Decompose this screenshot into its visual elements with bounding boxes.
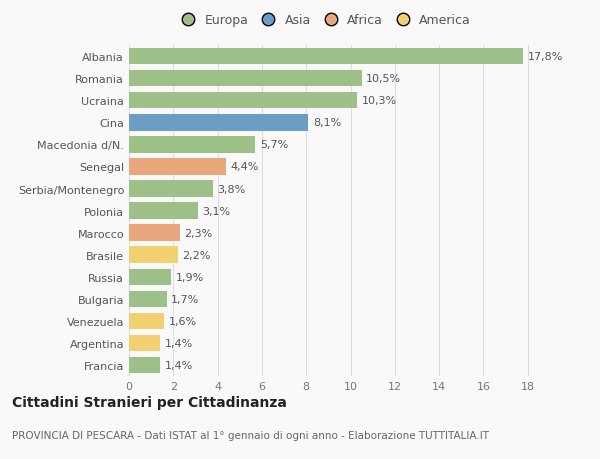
Bar: [129, 115, 308, 131]
Text: Cittadini Stranieri per Cittadinanza: Cittadini Stranieri per Cittadinanza: [12, 395, 287, 409]
Bar: [129, 181, 213, 197]
Bar: [129, 291, 167, 308]
Bar: [129, 49, 523, 65]
Text: 17,8%: 17,8%: [528, 52, 563, 62]
Text: 10,3%: 10,3%: [362, 96, 397, 106]
Text: 5,7%: 5,7%: [260, 140, 288, 150]
Bar: [129, 313, 164, 330]
Bar: [129, 247, 178, 263]
Text: 4,4%: 4,4%: [231, 162, 259, 172]
Bar: [129, 225, 180, 241]
Bar: [129, 71, 362, 87]
Bar: [129, 137, 255, 153]
Text: 10,5%: 10,5%: [366, 74, 401, 84]
Bar: [129, 93, 357, 109]
Text: 3,1%: 3,1%: [202, 206, 230, 216]
Bar: [129, 357, 160, 374]
Text: 1,6%: 1,6%: [169, 316, 197, 326]
Bar: [129, 159, 226, 175]
Bar: [129, 203, 197, 219]
Text: 1,4%: 1,4%: [164, 360, 193, 370]
Text: 3,8%: 3,8%: [218, 184, 246, 194]
Text: 1,4%: 1,4%: [164, 338, 193, 348]
Text: 1,7%: 1,7%: [171, 294, 199, 304]
Legend: Europa, Asia, Africa, America: Europa, Asia, Africa, America: [176, 14, 471, 27]
Bar: [129, 269, 171, 285]
Text: 2,2%: 2,2%: [182, 250, 211, 260]
Text: 2,3%: 2,3%: [184, 228, 212, 238]
Text: 8,1%: 8,1%: [313, 118, 341, 128]
Text: PROVINCIA DI PESCARA - Dati ISTAT al 1° gennaio di ogni anno - Elaborazione TUTT: PROVINCIA DI PESCARA - Dati ISTAT al 1° …: [12, 431, 489, 440]
Text: 1,9%: 1,9%: [176, 272, 204, 282]
Bar: [129, 335, 160, 352]
